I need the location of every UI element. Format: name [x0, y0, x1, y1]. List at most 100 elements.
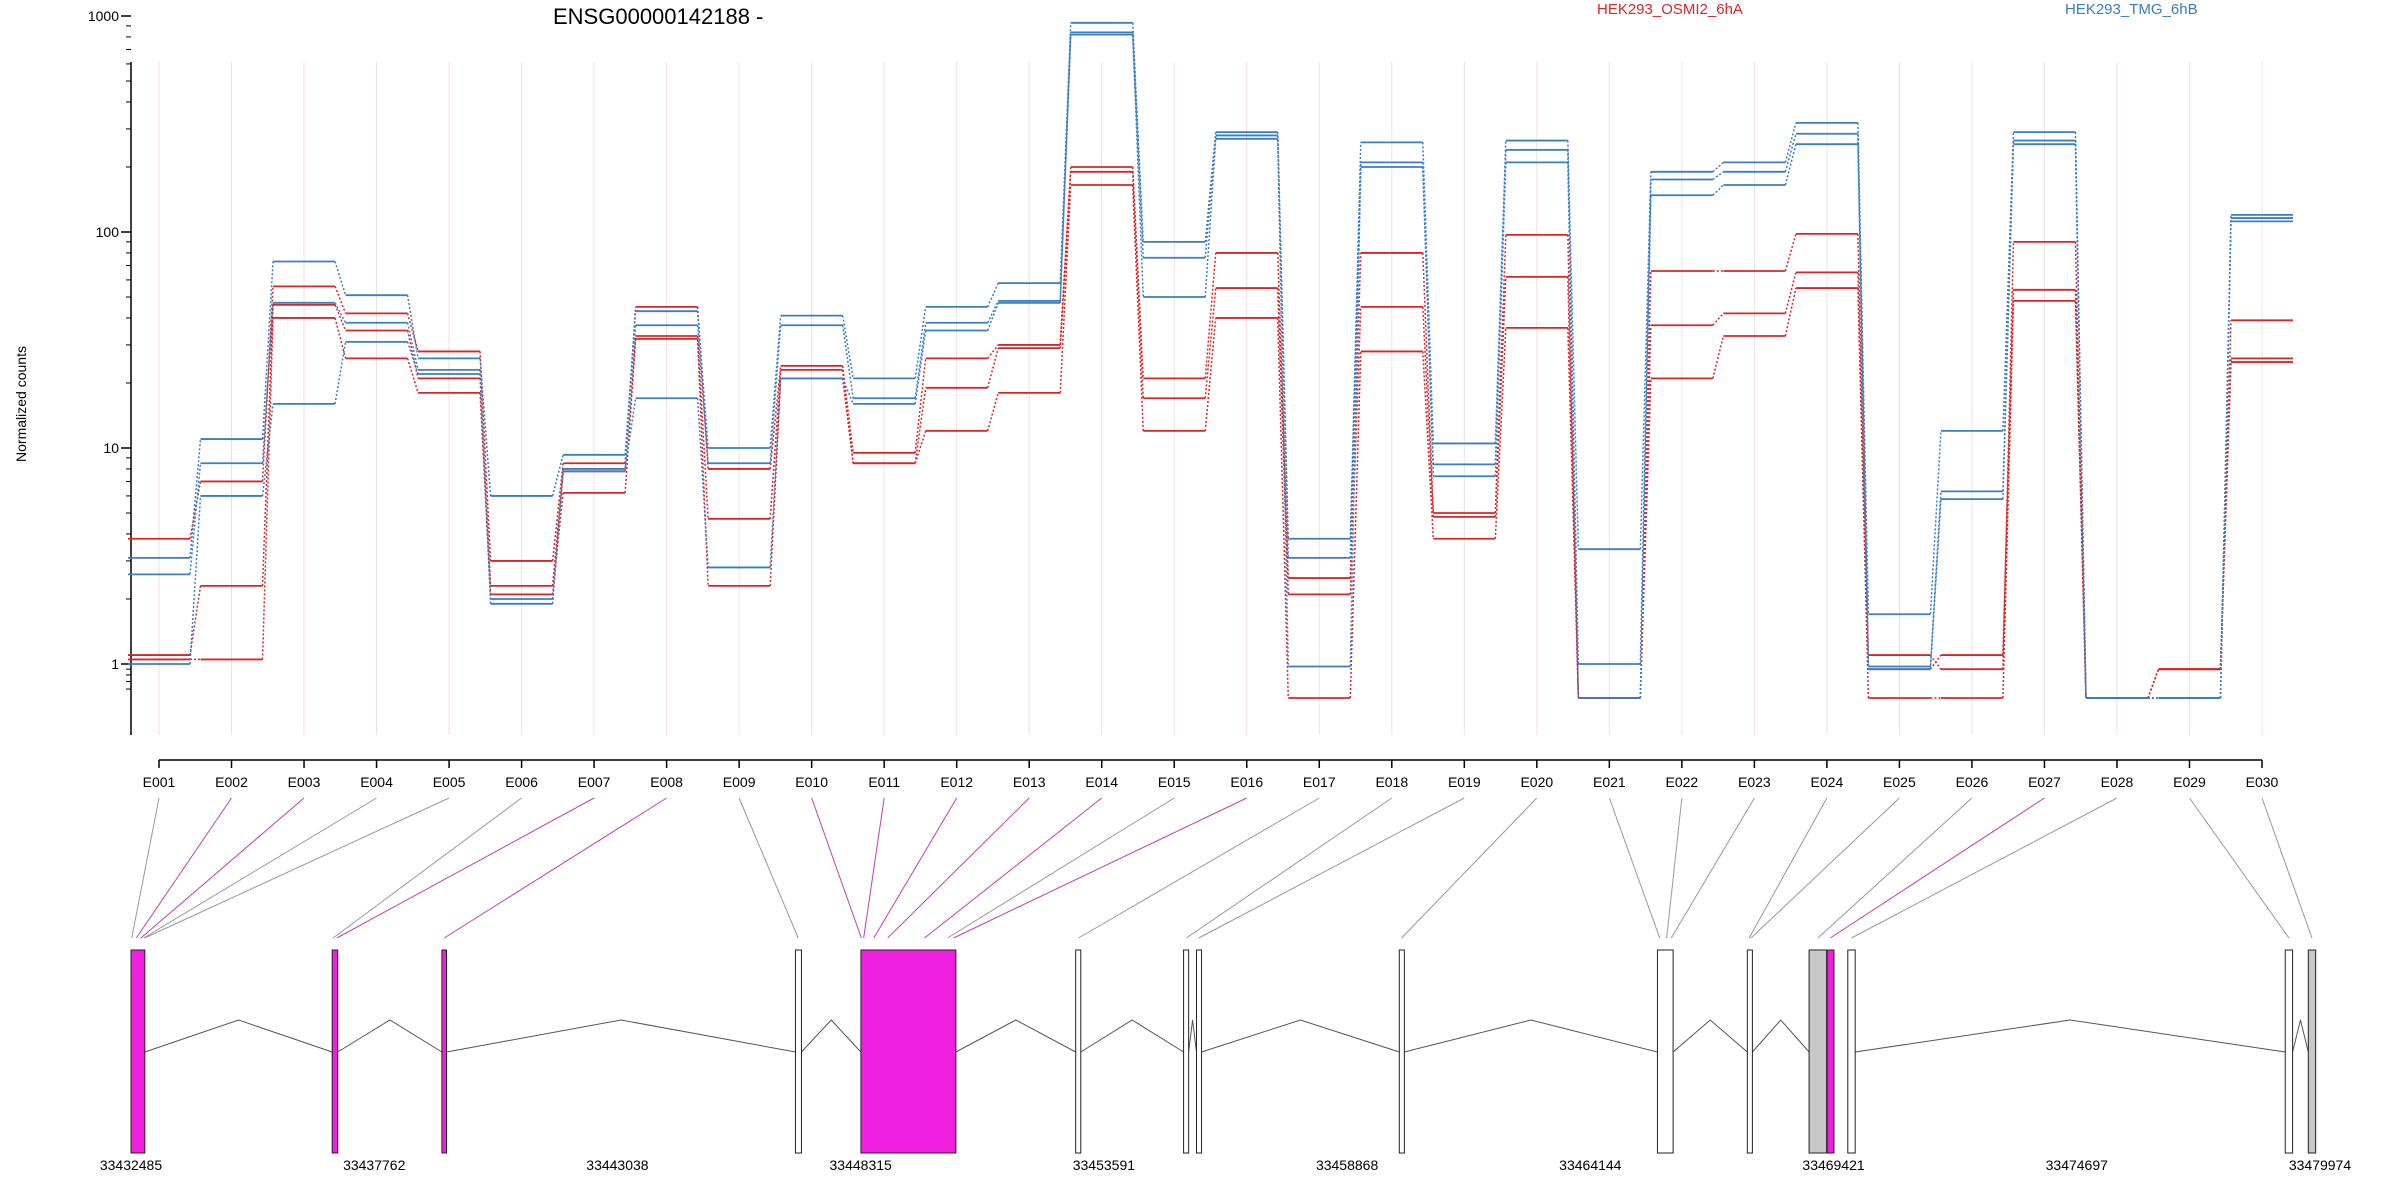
series-connector [1059, 34, 1072, 303]
legend-label-osmi2: HEK293_OSMI2_6hA [1597, 1, 1743, 18]
exon-link-line [1401, 797, 1538, 939]
exon-link-line [887, 797, 1030, 939]
intron [1672, 1019, 1748, 1053]
intron [801, 1019, 862, 1053]
series-2 [128, 170, 2293, 699]
series-connector [189, 481, 202, 539]
series-connector [2002, 289, 2015, 656]
coordinate-label: 33458868 [1316, 1157, 1379, 1173]
series-connector [1567, 234, 1580, 699]
series-connector [1349, 351, 1362, 699]
series-connector [1784, 122, 1797, 163]
series-connector [189, 585, 202, 656]
series-connector [624, 311, 637, 455]
series-connector [2074, 144, 2087, 699]
series-connector [551, 468, 564, 600]
series-connector [1567, 140, 1580, 550]
series-connector [334, 341, 347, 405]
intron [1188, 1019, 1197, 1053]
series-connector [479, 374, 492, 600]
series-connector [769, 325, 782, 464]
x-tick-label-e024: E024 [1811, 774, 1844, 790]
exon-link-line [1198, 797, 1465, 939]
exon-link-line [1851, 797, 2118, 939]
series-connector [1929, 499, 1942, 670]
x-tick-label-e030: E030 [2246, 774, 2279, 790]
series-connector [334, 304, 347, 331]
x-tick-label-e007: E007 [578, 774, 611, 790]
series-connector [2147, 668, 2160, 699]
x-tick-label-e025: E025 [1883, 774, 1916, 790]
series-connector [189, 438, 202, 558]
series-connector [696, 338, 709, 586]
intron [1752, 1019, 1810, 1053]
series-connector [1494, 327, 1507, 539]
series-connector [1422, 252, 1435, 514]
series-connector [841, 378, 854, 405]
y-tick-label: 1000 [88, 8, 119, 24]
series-connector [2002, 144, 2015, 500]
exon-link-line [2261, 797, 2313, 939]
series-connector [551, 454, 564, 497]
exon-link-line [924, 797, 1103, 939]
exon-link-line [1830, 797, 2045, 939]
series-connector [1349, 162, 1362, 558]
series-connector [624, 325, 637, 472]
x-tick-label-e003: E003 [288, 774, 321, 790]
series-connector [1349, 166, 1362, 667]
series-connector [261, 302, 274, 464]
series-connector [1712, 184, 1724, 196]
series-connector [1929, 654, 1942, 670]
series-connector [1639, 179, 1652, 665]
series-connector [696, 311, 709, 449]
coordinate-label: 33464144 [1559, 1157, 1622, 1173]
series-connector [696, 398, 709, 568]
exon-link-line [811, 797, 862, 939]
exon-link-line [131, 797, 160, 939]
series-connector [841, 325, 854, 399]
intron [1855, 1019, 2286, 1053]
x-tick-label-e004: E004 [360, 774, 393, 790]
exon-link-line [135, 797, 232, 939]
series-connector [406, 313, 419, 352]
intron [446, 1019, 796, 1053]
exon-box [130, 949, 146, 1154]
series-connector [914, 430, 927, 464]
series-connector [1422, 306, 1435, 517]
coordinate-label: 33437762 [343, 1157, 406, 1173]
series-connector [769, 378, 782, 568]
series-connector [406, 330, 419, 379]
exon-box [331, 949, 339, 1154]
exon-link-line [1817, 797, 1973, 939]
exon-link-line [1750, 797, 1900, 939]
series-connector [334, 302, 347, 324]
exon-link-line [140, 797, 305, 939]
axes: 1 10 100 1000 E001 E002 E003 E004 E005 E006 E007 E0… [88, 8, 2279, 790]
coordinate-label: 33448315 [830, 1157, 893, 1173]
series-connector [986, 347, 999, 388]
series-connector [1929, 430, 1942, 615]
series-connector [696, 335, 709, 519]
exon-link-line [143, 797, 377, 939]
exon-link-line [953, 797, 1247, 939]
series-connector [261, 403, 274, 497]
exon-box [1183, 949, 1190, 1154]
exon-link-lines [131, 797, 2313, 939]
series-connector [1277, 135, 1290, 558]
coordinate-label: 33443038 [586, 1157, 649, 1173]
x-tick-label-e026: E026 [1956, 774, 1989, 790]
series-connector [189, 463, 202, 575]
x-tick-label-e002: E002 [215, 774, 248, 790]
exon-box [1398, 949, 1405, 1154]
series-connector [1131, 184, 1144, 431]
x-tick-label-e005: E005 [433, 774, 466, 790]
x-tick-label-e029: E029 [2173, 774, 2206, 790]
series-connector [334, 317, 347, 359]
series-connector [914, 322, 927, 399]
series-connector [2219, 362, 2232, 670]
series-connector [551, 471, 564, 586]
series-connector [1639, 270, 1652, 699]
series-connector [334, 286, 347, 314]
series-connector [261, 286, 274, 482]
